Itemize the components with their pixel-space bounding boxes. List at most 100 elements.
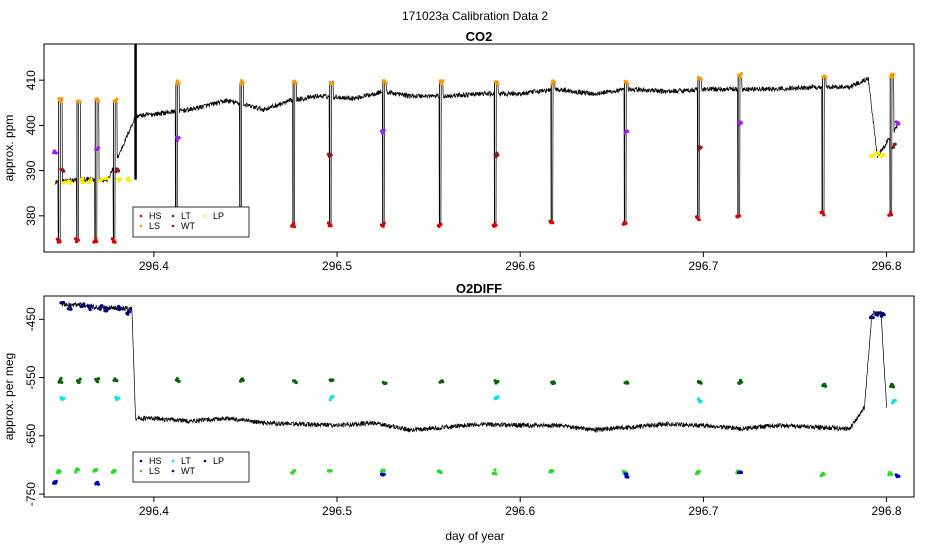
o2diff-point-lp bbox=[105, 309, 109, 313]
co2-legend-marker-ls bbox=[139, 224, 143, 228]
o2diff-y-tick-label: -450 bbox=[24, 307, 38, 331]
co2-point-hs bbox=[822, 213, 826, 217]
co2-point-ls bbox=[96, 97, 100, 101]
co2-trace-line bbox=[54, 74, 898, 244]
co2-legend-label-hs: HS bbox=[149, 211, 162, 221]
o2diff-point-lp bbox=[877, 311, 881, 315]
co2-y-tick-label: 400 bbox=[24, 115, 38, 135]
co2-legend-marker-lt bbox=[171, 214, 175, 218]
o2diff-point-ls bbox=[439, 471, 443, 475]
co2-point-ls bbox=[96, 99, 101, 104]
o2diff-y-tick-label: -650 bbox=[24, 423, 38, 447]
co2-point-lt bbox=[118, 176, 122, 181]
co2-point-hs bbox=[95, 240, 99, 244]
o2diff-x-tick-label: 296.4 bbox=[139, 504, 169, 518]
co2-point-hs bbox=[76, 238, 80, 242]
co2-legend-marker-wt bbox=[171, 224, 175, 228]
co2-point-hs bbox=[821, 210, 825, 214]
co2-legend-marker-lp bbox=[203, 214, 207, 218]
co2-point-lp bbox=[739, 121, 744, 125]
o2diff-point-hs bbox=[384, 381, 388, 385]
o2diff-point-ls bbox=[329, 469, 333, 473]
co2-point-hs bbox=[494, 223, 498, 227]
co2-y-tick-label: 410 bbox=[24, 70, 38, 90]
co2-y-tick-label: 390 bbox=[24, 160, 38, 180]
co2-y-axis-label: approx. ppm bbox=[2, 115, 16, 182]
o2diff-point-ls bbox=[382, 468, 386, 473]
o2diff-point-ls bbox=[113, 468, 117, 473]
co2-point-ls bbox=[890, 75, 895, 79]
co2-point-lt bbox=[128, 179, 132, 183]
o2diff-point-wt bbox=[54, 479, 58, 483]
o2diff-panel: O2DIFF approx. per meg 296.4 296.5 296.6 296.… bbox=[2, 281, 915, 518]
co2-x-tick-label: 296.4 bbox=[139, 259, 169, 273]
co2-point-ls bbox=[496, 82, 500, 86]
o2diff-point-lp bbox=[871, 316, 875, 320]
o2diff-point-lp bbox=[118, 306, 122, 310]
o2diff-x-tick-label: 296.7 bbox=[688, 504, 718, 518]
figure-title: 171023a Calibration Data 2 bbox=[402, 9, 548, 23]
o2diff-point-lt bbox=[893, 398, 897, 403]
co2-point-lp bbox=[54, 151, 58, 155]
o2diff-point-ls bbox=[697, 469, 701, 473]
co2-point-ls bbox=[552, 80, 557, 84]
o2diff-point-lp bbox=[98, 307, 102, 311]
o2diff-point-lp bbox=[82, 302, 86, 306]
co2-point-ls bbox=[294, 81, 298, 85]
co2-point-hs bbox=[889, 210, 893, 214]
o2diff-x-tick-label: 296.5 bbox=[322, 504, 352, 518]
o2diff-legend-label-hs: HS bbox=[149, 456, 162, 466]
co2-point-ls bbox=[739, 72, 744, 76]
co2-point-ls bbox=[115, 97, 119, 101]
o2diff-point-ls bbox=[493, 468, 497, 472]
co2-point-hs bbox=[94, 237, 98, 241]
co2-point-ls bbox=[59, 100, 63, 104]
co2-point-hs bbox=[737, 214, 742, 218]
co2-point-hs bbox=[110, 237, 114, 241]
co2-point-ls bbox=[824, 75, 828, 79]
co2-x-tick-label: 296.7 bbox=[688, 259, 718, 273]
o2diff-point-hs bbox=[552, 381, 557, 385]
co2-point-lt bbox=[69, 181, 73, 186]
o2diff-legend-marker-ls bbox=[139, 469, 143, 473]
o2diff-point-hs bbox=[115, 379, 119, 383]
o2diff-point-ls bbox=[58, 469, 62, 473]
o2diff-point-hs bbox=[626, 381, 630, 385]
o2diff-point-lt bbox=[62, 396, 66, 400]
co2-point-lp bbox=[897, 122, 901, 126]
o2diff-point-wt bbox=[382, 472, 386, 476]
o2diff-point-ls bbox=[551, 469, 555, 473]
o2diff-trace-group bbox=[52, 300, 901, 486]
o2diff-point-lt bbox=[331, 394, 335, 399]
co2-point-wt bbox=[699, 145, 703, 149]
co2-point-ls bbox=[384, 81, 388, 86]
co2-point-hs bbox=[58, 240, 62, 244]
co2-point-lt bbox=[63, 180, 68, 184]
co2-point-hs bbox=[439, 222, 443, 226]
co2-point-wt bbox=[329, 153, 333, 157]
co2-point-ls bbox=[626, 82, 630, 86]
co2-point-hs bbox=[55, 237, 59, 241]
co2-point-hs bbox=[113, 240, 117, 244]
o2diff-x-tick-label: 296.8 bbox=[872, 504, 902, 518]
co2-point-wt bbox=[62, 169, 66, 173]
o2diff-point-lp bbox=[100, 304, 104, 308]
o2diff-point-lp bbox=[62, 301, 66, 305]
o2diff-point-wt bbox=[897, 474, 901, 478]
o2diff-trace-line bbox=[61, 301, 887, 434]
co2-point-ls bbox=[891, 72, 896, 76]
co2-point-lt bbox=[100, 177, 104, 181]
o2diff-point-hs bbox=[241, 378, 245, 382]
o2diff-plot-frame bbox=[43, 295, 915, 498]
o2diff-point-ls bbox=[292, 468, 296, 473]
co2-point-lp bbox=[382, 128, 386, 133]
co2-point-wt bbox=[893, 142, 897, 146]
o2diff-point-hs bbox=[78, 377, 82, 381]
o2diff-point-hs bbox=[824, 384, 828, 388]
o2diff-point-ls bbox=[494, 472, 498, 476]
co2-point-ls bbox=[239, 79, 243, 83]
co2-point-ls bbox=[699, 77, 703, 81]
o2diff-legend-marker-hs bbox=[139, 459, 143, 463]
